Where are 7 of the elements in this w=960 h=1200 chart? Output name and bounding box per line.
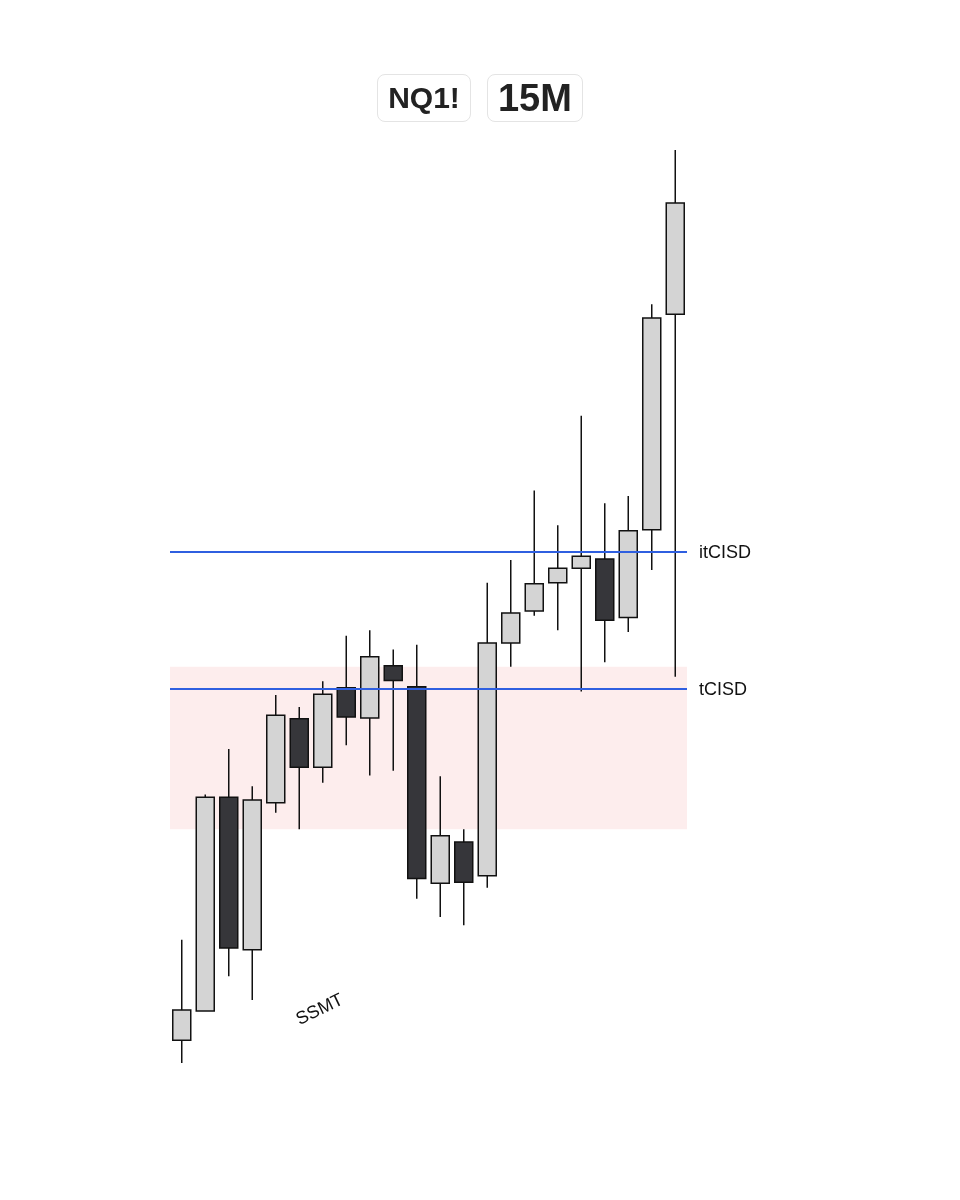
chart-title: NQ1! [377,74,471,122]
ref-line-label: tCISD [699,678,748,699]
ref-line-label: itCISD [699,541,752,562]
candlestick [548,524,568,631]
candlestick [383,648,403,772]
candlestick [571,414,591,693]
chart-subtitle: 15M [486,74,583,122]
